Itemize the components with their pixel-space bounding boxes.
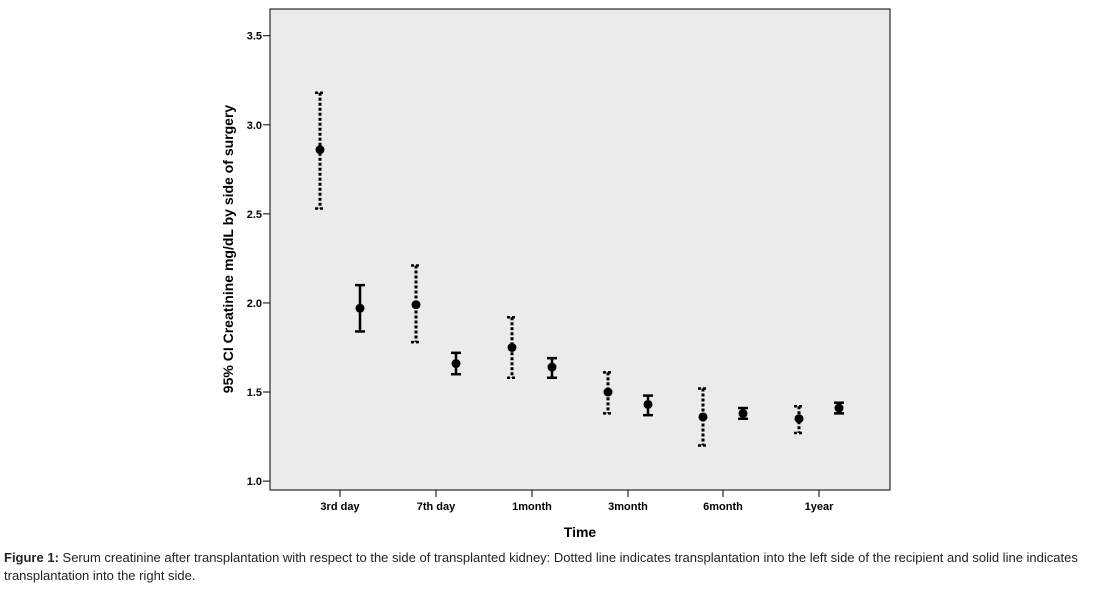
mean-point bbox=[834, 403, 844, 413]
error-bar-dotted-5 bbox=[794, 405, 804, 435]
mean-point bbox=[507, 342, 517, 352]
error-bars bbox=[315, 91, 844, 447]
y-tick-label: 1.5 bbox=[247, 387, 262, 399]
x-axis-title: Time bbox=[564, 524, 597, 540]
x-tick-label: 1month bbox=[512, 501, 552, 513]
caption-label: Figure 1: bbox=[4, 550, 59, 565]
error-bar-dotted-1 bbox=[411, 264, 421, 344]
mean-point bbox=[698, 412, 708, 422]
error-bar-solid-0 bbox=[355, 283, 365, 333]
error-bar-dotted-0 bbox=[315, 91, 325, 210]
x-tick-label: 3month bbox=[608, 501, 648, 513]
error-bar-solid-5 bbox=[834, 401, 844, 415]
error-bar-solid-4 bbox=[738, 406, 748, 420]
mean-point bbox=[643, 399, 653, 409]
error-bar-solid-1 bbox=[451, 351, 461, 376]
y-axis-title: 95% CI Creatinine mg/dL by side of surge… bbox=[220, 105, 236, 394]
error-bar-solid-2 bbox=[547, 356, 557, 380]
mean-point bbox=[315, 145, 325, 155]
y-tick-label: 2.0 bbox=[247, 298, 262, 310]
y-tick-label: 3.0 bbox=[247, 120, 262, 132]
caption-text: Serum creatinine after transplantation w… bbox=[4, 550, 1078, 583]
error-bar-dotted-2 bbox=[507, 315, 517, 380]
y-tick-label: 1.0 bbox=[247, 476, 262, 488]
mean-point bbox=[451, 359, 461, 369]
mean-point bbox=[603, 387, 613, 397]
plot-area bbox=[269, 8, 891, 491]
y-tick-label: 3.5 bbox=[247, 31, 262, 43]
x-tick-label: 3rd day bbox=[320, 501, 360, 513]
x-axis: 3rd day 7th day 1month 3month 6month 1year bbox=[320, 490, 834, 513]
creatinine-chart: 1.01.52.02.53.03.5 3rd day 7th day 1month 3… bbox=[220, 8, 891, 540]
mean-point bbox=[738, 408, 748, 418]
mean-point bbox=[794, 414, 804, 424]
x-tick-label: 1year bbox=[805, 501, 834, 513]
mean-point bbox=[411, 300, 421, 310]
x-tick-label: 6month bbox=[703, 501, 743, 513]
figure-caption: Figure 1: Serum creatinine after transpl… bbox=[4, 549, 1104, 585]
error-bar-dotted-3 bbox=[603, 371, 613, 415]
y-axis: 1.0 1.5 2.0 2.5 3.0 3.5 bbox=[247, 31, 270, 488]
x-tick-label: 7th day bbox=[417, 501, 456, 513]
error-bar-dotted-4 bbox=[698, 387, 708, 447]
mean-point bbox=[355, 303, 365, 313]
mean-point bbox=[547, 362, 557, 372]
y-tick-label: 2.5 bbox=[247, 209, 262, 221]
error-bar-solid-3 bbox=[643, 394, 653, 417]
